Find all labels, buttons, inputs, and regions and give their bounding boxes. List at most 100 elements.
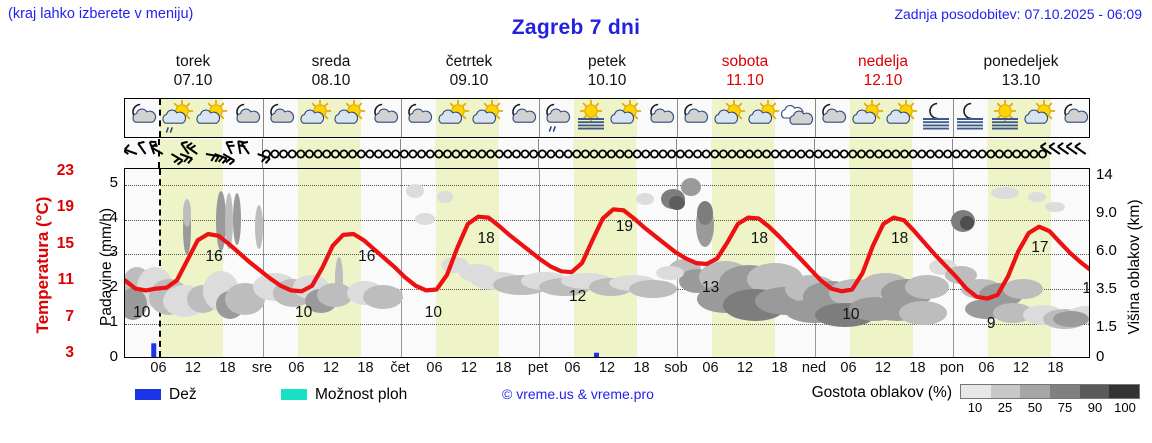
day-header-0: torek 07.10 [124, 52, 262, 94]
x-tick-label: 06 [564, 360, 581, 376]
day-header-2: četrtek 09.10 [400, 52, 538, 94]
legend-rain-label: Dež [169, 386, 197, 403]
weather-icon-moon-cloud [263, 99, 297, 137]
current-time-line [159, 99, 161, 137]
x-tick-label: 06 [150, 360, 167, 376]
cloud-density-bar [1050, 385, 1080, 398]
temperature-tick: 11 [57, 271, 74, 289]
legend: Dež Možnost ploh © vreme.us & vreme.pro … [0, 384, 1152, 428]
day-name: sobota [721, 53, 769, 70]
temperature-value-label: 18 [891, 229, 909, 247]
x-tick-label: 12 [736, 360, 754, 376]
cloud-density-bar [1079, 385, 1110, 398]
x-tick-label: 06 [288, 360, 305, 376]
weather-icon-moon-fog [919, 99, 953, 137]
last-updated: Zadnja posodobitev: 07.10.2025 - 06:09 [894, 6, 1142, 22]
weather-icon-sun-cloud [332, 99, 366, 137]
temperature-value-label: 10 [842, 306, 860, 324]
x-tick-label: 18 [909, 360, 926, 376]
rain-bars [151, 343, 599, 357]
cloud-density-value: 50 [1027, 400, 1043, 415]
copyright-link[interactable]: © vreme.us & vreme.pro [502, 386, 654, 402]
weather-icon-cloud [780, 99, 815, 137]
weather-icon-moon-cloud [643, 99, 677, 137]
cloud-density-title: Gostota oblakov (%) [811, 384, 952, 401]
x-tick-label: sob [664, 360, 688, 376]
day-header-6: ponedeljek 13.10 [952, 52, 1090, 94]
temperature-value-label: 9 [986, 315, 996, 333]
weather-icon-sun-cloud-drizzle [160, 99, 194, 137]
precipitation-tick: 2 [109, 278, 118, 296]
precipitation-tick: 1 [109, 313, 118, 331]
showers-swatch [281, 389, 307, 401]
weather-icon-moon-fog [953, 99, 987, 137]
daylight-band [297, 169, 361, 357]
current-time-line [158, 139, 160, 168]
plot-gridline [125, 324, 1089, 326]
x-tick-label: 06 [840, 360, 857, 376]
plot-day-gridline [815, 169, 816, 357]
day-date: 11.10 [726, 72, 764, 89]
day-header-4: sobota 11.10 [676, 52, 814, 94]
weather-icon-moon-cloud-drizzle [539, 99, 573, 137]
weather-icon-sun-cloud [884, 99, 918, 137]
current-time-line [159, 169, 161, 357]
x-tick-label: pet [527, 360, 549, 376]
plot-gridline [125, 219, 1089, 221]
temperature-value-label: 12 [569, 288, 587, 306]
legend-rain: Dež [135, 386, 197, 403]
x-axis-ticks: 06 12 18 sre 06 12 18 čet 06 12 18 pet 06 12 18 sob 06 12… [124, 360, 1090, 380]
day-header-5: nedelja 12.10 [814, 52, 952, 94]
day-separator [953, 99, 954, 137]
x-tick-label: sre [251, 360, 273, 376]
temperature-tick: 7 [65, 307, 74, 325]
weather-icon-sun-cloud [850, 99, 884, 137]
weather-icon-moon-cloud [505, 99, 539, 137]
cloud-density-bar [990, 385, 1021, 398]
x-tick-label: 18 [495, 360, 512, 376]
temperature-value-label: 18 [477, 229, 495, 247]
temperature-tick: 23 [56, 162, 74, 179]
weather-icon-sun-fog [574, 99, 608, 137]
x-tick-label: 12 [598, 360, 616, 376]
x-tick-label: 18 [357, 360, 374, 376]
temperature-value-label: 10 [294, 304, 313, 322]
cloud-density-scale: 10 25 50 75 90 100 [960, 384, 1140, 415]
day-separator [401, 99, 402, 137]
temperature-value-label: 10 [424, 304, 443, 322]
x-tick-label: 06 [702, 360, 719, 376]
plot-day-gridline [401, 169, 402, 357]
x-tick-label: 18 [219, 360, 236, 376]
precipitation-tick: 5 [109, 173, 118, 191]
wind-barb-strip [124, 139, 1090, 168]
precipitation-tick: 0 [109, 348, 118, 365]
cloud-density-value: 75 [1057, 400, 1073, 415]
cloudheight-tick: 1.5 [1096, 318, 1117, 335]
day-name: nedelja [858, 53, 908, 70]
day-date: 08.10 [311, 72, 351, 89]
x-tick-label: 12 [460, 360, 478, 376]
weather-icon-moon-cloud [1057, 99, 1089, 137]
cloud-density-value: 10 [967, 400, 983, 415]
cloudheight-tick: 9.0 [1096, 204, 1117, 221]
precipitation-tick: 4 [109, 208, 118, 226]
cloud-density-value: 90 [1087, 400, 1103, 415]
legend-showers: Možnost ploh [281, 387, 407, 402]
plot-day-gridline [263, 169, 264, 357]
weather-icon-strip [124, 98, 1090, 138]
day-name: petek [588, 53, 626, 70]
weather-icon-moon-cloud [815, 99, 849, 137]
cloudheight-tick: 14 [1096, 166, 1113, 183]
weather-icon-moon-cloud [125, 99, 159, 137]
temperature-value-label: 16 [358, 247, 376, 265]
weather-icon-sun-cloud [1022, 99, 1056, 137]
weather-icon-sun-fog [988, 99, 1022, 137]
weather-icon-moon-cloud [367, 99, 401, 137]
day-date: 07.10 [173, 72, 213, 89]
day-date: 13.10 [1001, 72, 1041, 89]
weather-icon-sun-cloud [194, 99, 228, 137]
weather-icon-sun-cloud [746, 99, 780, 137]
weather-icon-sun-cloud [608, 99, 642, 137]
day-separator [677, 99, 678, 137]
cloud-density-value: 25 [997, 400, 1013, 415]
